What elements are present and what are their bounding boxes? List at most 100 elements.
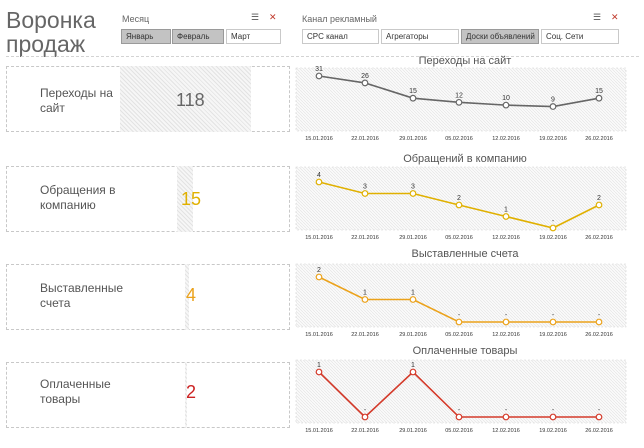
data-label: 3 [363, 184, 367, 191]
kpi-value-inquiries: 15 [181, 189, 202, 209]
x-tick-label: 12.02.2016 [492, 332, 520, 338]
data-label: 4 [317, 172, 321, 179]
x-tick-label: 15.01.2016 [305, 235, 333, 241]
funnel-row-inquiries [6, 166, 290, 232]
data-point [502, 318, 510, 326]
x-tick-label: 12.02.2016 [492, 235, 520, 241]
channel-option-cpc[interactable]: CPC канал [302, 29, 379, 44]
x-tick-label: 19.02.2016 [539, 136, 567, 142]
data-point [455, 413, 463, 421]
x-tick-label: 15.01.2016 [305, 332, 333, 338]
x-tick-label: 12.02.2016 [492, 428, 520, 434]
data-label: 12 [455, 92, 463, 99]
x-tick-label: 29.01.2016 [399, 235, 427, 241]
month-filter-label: Месяц [122, 14, 150, 24]
x-tick-label: 26.02.2016 [585, 235, 613, 241]
data-label: 2 [457, 195, 461, 202]
data-point [361, 413, 369, 421]
data-label: - [598, 407, 601, 414]
x-tick-label: 12.02.2016 [492, 136, 520, 142]
chart-title-paid: Оплаченные товары [412, 345, 518, 357]
data-label: 15 [409, 88, 417, 95]
funnel-row-paid [6, 362, 290, 428]
x-tick-label: 22.01.2016 [351, 136, 379, 142]
data-point [409, 94, 417, 102]
data-label: 9 [551, 97, 555, 104]
x-tick-label: 15.01.2016 [305, 136, 333, 142]
data-label: 1 [411, 290, 415, 297]
month-option-february[interactable]: Февраль [172, 29, 224, 44]
kpi-bar-paid [185, 362, 187, 428]
divider [6, 56, 639, 57]
data-label: 2 [317, 267, 321, 274]
data-label: 26 [361, 73, 369, 80]
data-label: - [505, 407, 508, 414]
search-list-icon[interactable]: ☰ [251, 12, 260, 22]
x-tick-label: 22.01.2016 [351, 235, 379, 241]
data-label: 31 [315, 66, 323, 73]
kpi-bar-inquiries [177, 166, 193, 232]
data-label: - [598, 312, 601, 319]
data-point [549, 103, 557, 110]
data-label: - [552, 218, 555, 225]
data-label: 3 [411, 184, 415, 191]
data-point [455, 201, 463, 209]
x-tick-label: 29.01.2016 [399, 428, 427, 434]
data-point [361, 190, 369, 197]
data-point [409, 296, 417, 303]
data-label: 1 [504, 207, 508, 214]
row-label-paid: Оплаченные товары [40, 377, 111, 406]
channel-clear-filter-icon[interactable]: ✕ [611, 12, 619, 22]
channel-search-list-icon[interactable]: ☰ [593, 12, 602, 22]
x-tick-label: 15.01.2016 [305, 428, 333, 434]
data-point [315, 178, 323, 186]
plot-area-3 [295, 359, 627, 424]
data-point [502, 101, 510, 109]
x-tick-label: 05.02.2016 [445, 332, 473, 338]
data-point [361, 79, 369, 87]
x-tick-label: 29.01.2016 [399, 136, 427, 142]
clear-filter-icon[interactable]: ✕ [269, 12, 277, 22]
data-label: 15 [595, 88, 603, 95]
kpi-value-paid: 2 [186, 382, 197, 402]
row-label-inquiries: Обращения в компанию [40, 183, 116, 212]
chart-title-visits: Переходы на сайт [418, 55, 512, 67]
channel-option-social[interactable]: Соц. Сети [541, 29, 619, 44]
data-point [455, 98, 463, 106]
data-point [361, 296, 369, 303]
x-tick-label: 29.01.2016 [399, 332, 427, 338]
data-point [409, 368, 417, 376]
x-tick-label: 19.02.2016 [539, 235, 567, 241]
data-point [595, 413, 603, 421]
data-point [549, 318, 557, 326]
data-point [409, 190, 417, 197]
kpi-value-invoices: 4 [186, 285, 197, 305]
channel-option-aggregators[interactable]: Агрегаторы [381, 29, 459, 44]
data-point [315, 368, 323, 376]
x-tick-label: 26.02.2016 [585, 428, 613, 434]
row-label-visits: Переходы на сайт [40, 86, 113, 115]
chart-title-inquiries: Обращений в компанию [403, 153, 527, 165]
month-option-january[interactable]: Январь [121, 29, 171, 44]
data-point [595, 201, 603, 209]
data-label: - [505, 312, 508, 319]
x-tick-label: 26.02.2016 [585, 136, 613, 142]
data-label: - [552, 312, 555, 319]
data-label: - [552, 407, 555, 414]
plot-area-0 [295, 67, 627, 132]
row-label-invoices: Выставленные счета [40, 281, 123, 310]
channel-option-boards[interactable]: Доски объявлений [461, 29, 539, 44]
data-label: 1 [411, 362, 415, 369]
x-tick-label: 19.02.2016 [539, 332, 567, 338]
data-point [549, 413, 557, 421]
data-point [315, 273, 323, 281]
plot-area-2 [295, 263, 627, 328]
page-title: Воронка продаж [6, 7, 96, 57]
x-tick-label: 05.02.2016 [445, 235, 473, 241]
data-point [595, 318, 603, 326]
funnel-row-invoices [6, 264, 290, 330]
month-option-march[interactable]: Март [226, 29, 281, 44]
data-point [502, 213, 510, 220]
x-tick-label: 26.02.2016 [585, 332, 613, 338]
